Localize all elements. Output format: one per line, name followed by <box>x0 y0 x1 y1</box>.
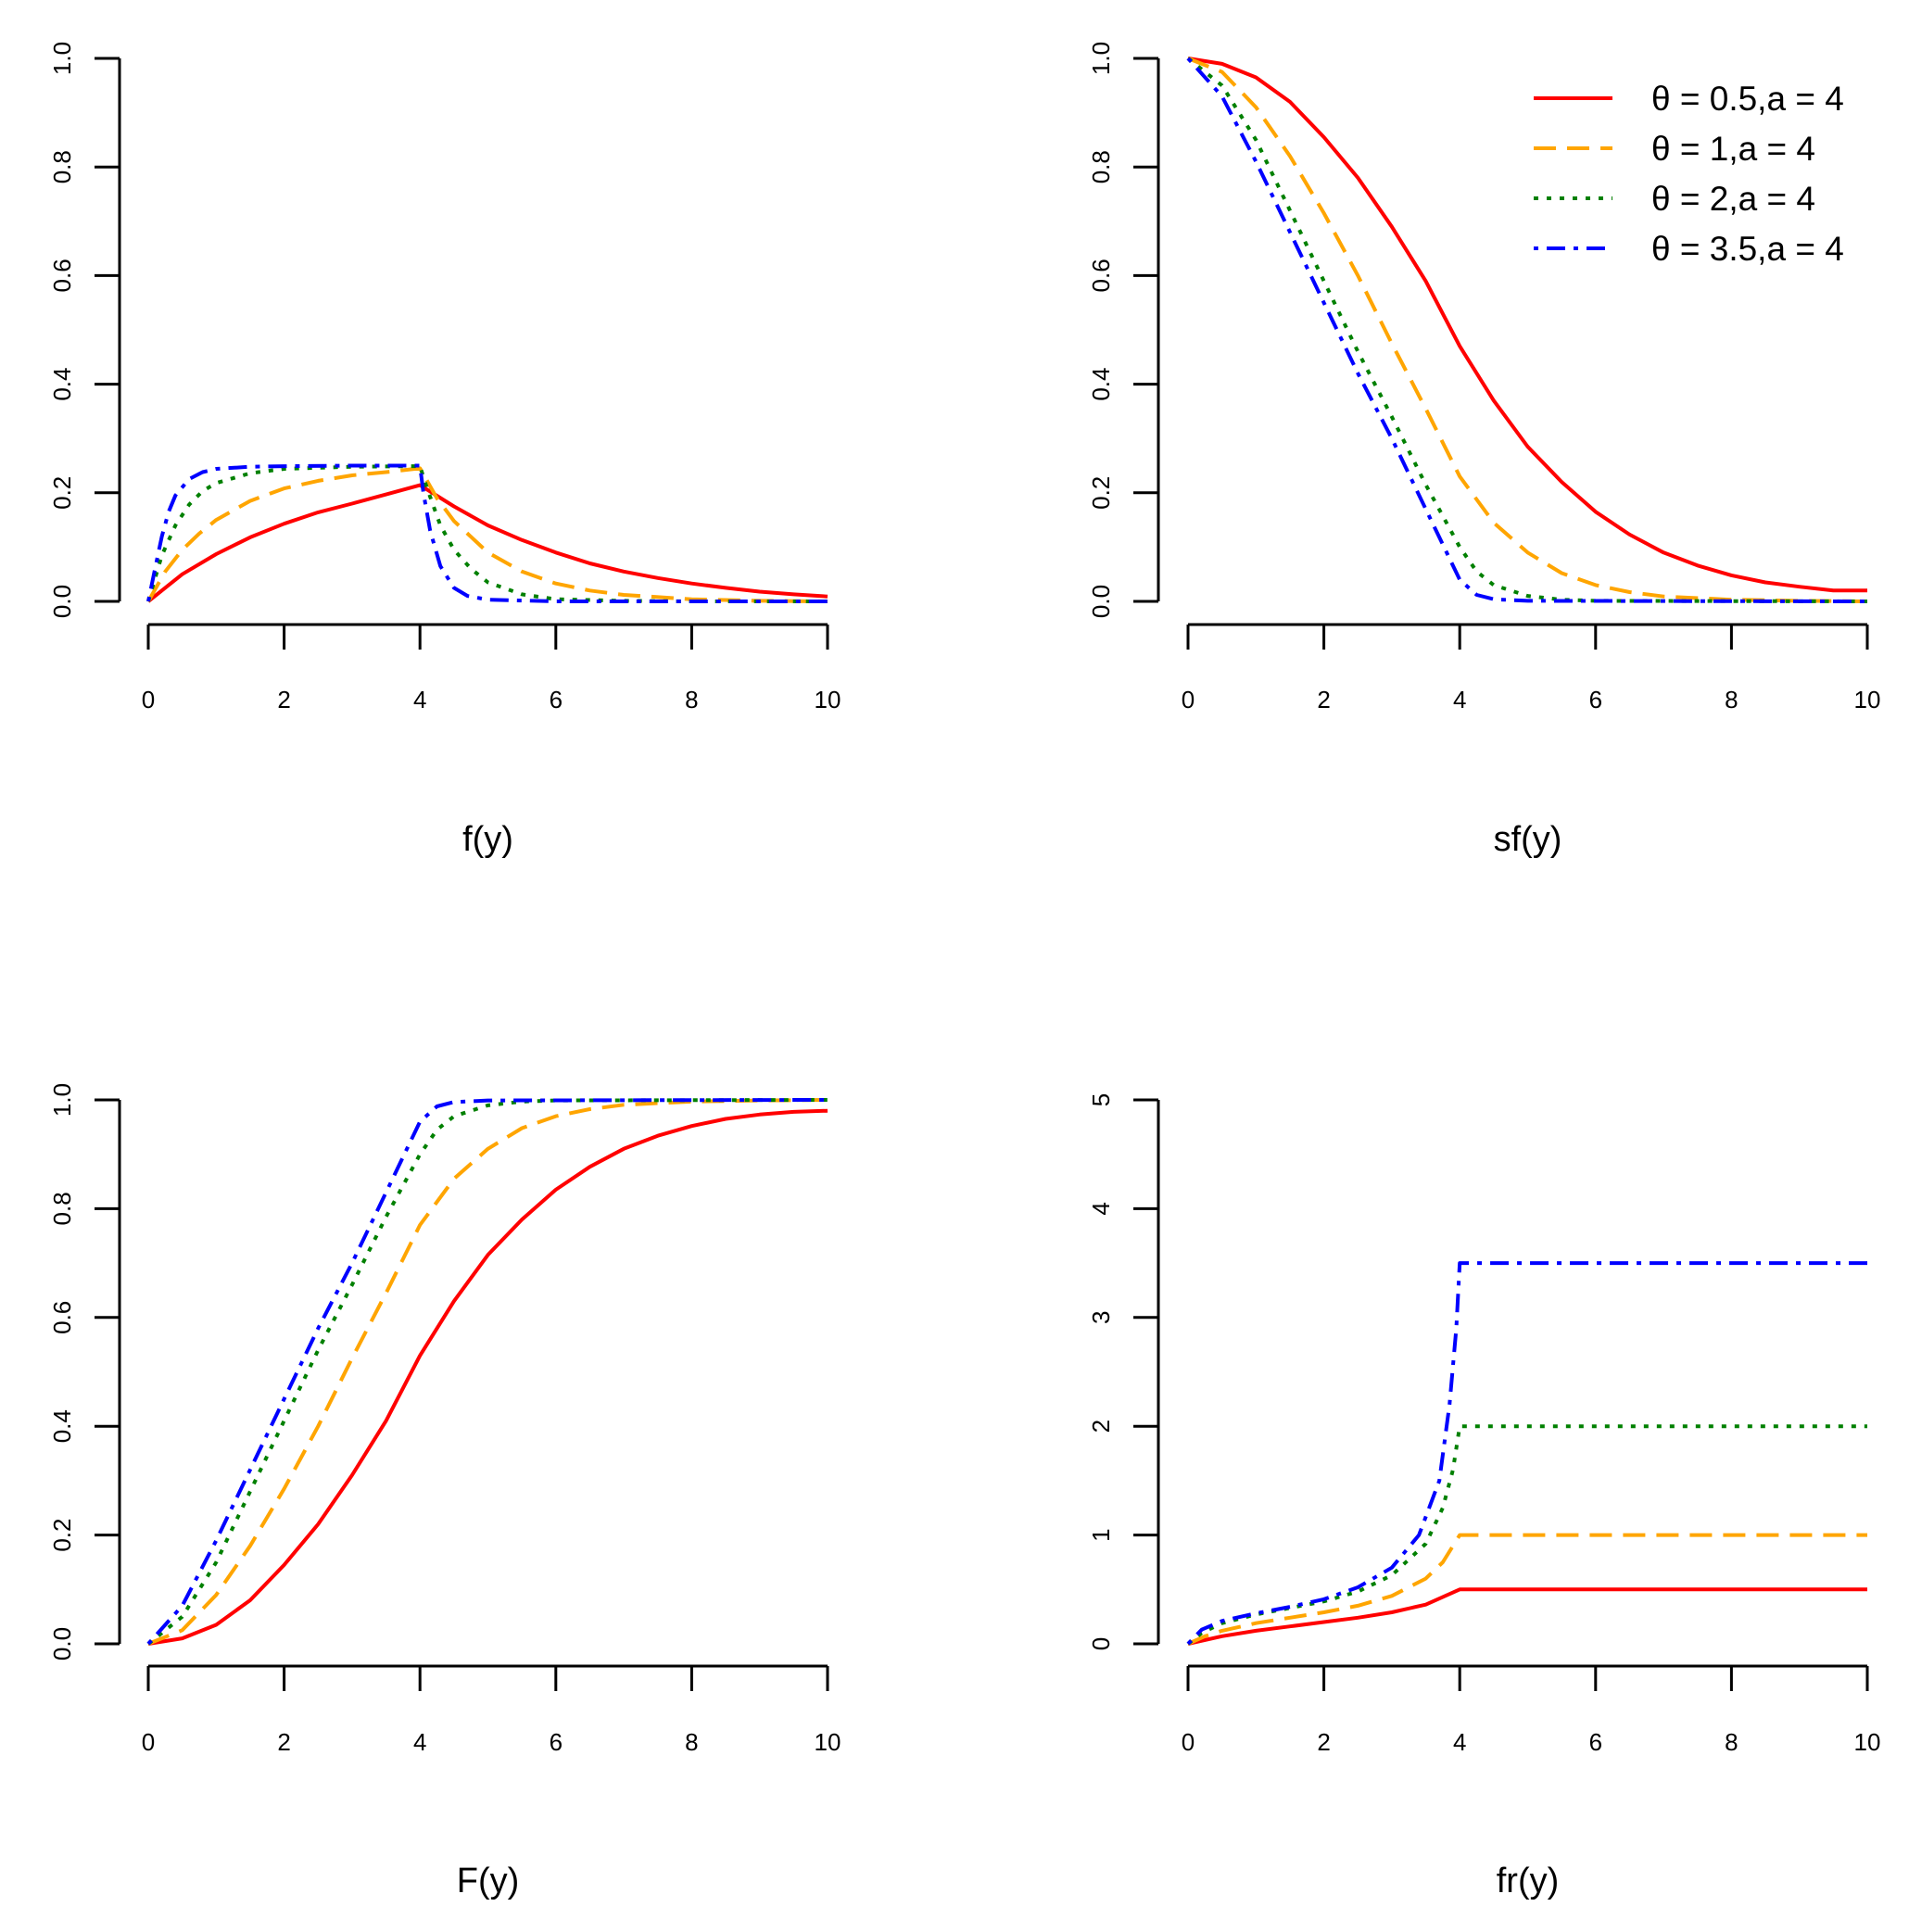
x-tick-label: 6 <box>550 1728 563 1756</box>
y-tick-label: 0.4 <box>48 368 76 401</box>
y-tick-label: 0.0 <box>48 1627 76 1661</box>
x-tick-label: 4 <box>1453 686 1466 713</box>
x-axis-title: sf(y) <box>1494 820 1562 859</box>
y-tick-label: 5 <box>1087 1093 1115 1106</box>
x-tick-label: 0 <box>142 1728 155 1756</box>
series-line-3 <box>1186 1424 1867 1646</box>
y-tick-label: 1 <box>1087 1528 1115 1541</box>
x-tick-label: 2 <box>1317 1728 1330 1756</box>
x-tick-label: 10 <box>1854 1728 1881 1756</box>
y-tick-label: 0.8 <box>48 1192 76 1225</box>
series-line-4 <box>146 1098 828 1646</box>
y-tick-label: 0.0 <box>1087 585 1115 618</box>
x-tick-label: 4 <box>413 1728 426 1756</box>
y-tick-label: 0 <box>1087 1637 1115 1650</box>
x-axis-title: fr(y) <box>1497 1862 1560 1900</box>
x-tick-label: 6 <box>1589 686 1602 713</box>
y-tick-label: 0.8 <box>48 150 76 183</box>
x-tick-label: 8 <box>685 686 698 713</box>
y-tick-label: 0.4 <box>1087 368 1115 401</box>
series-line-4 <box>1186 1261 1867 1646</box>
y-tick-label: 0.0 <box>48 585 76 618</box>
y-tick-label: 0.4 <box>48 1409 76 1443</box>
chart-panel-2: 0 2 4 6 8 10 0.0 0.2 0.4 0.6 0.8 1.0 sf(y) <box>1087 42 1880 859</box>
x-tick-label: 0 <box>1182 1728 1195 1756</box>
x-tick-label: 10 <box>1854 686 1881 713</box>
series-line-3 <box>146 464 828 603</box>
y-tick-label: 0.6 <box>48 1301 76 1334</box>
y-tick-label: 1.0 <box>1087 42 1115 75</box>
series-line-3 <box>146 1098 828 1646</box>
legend-label-1: θ = 0.5,a = 4 <box>1651 80 1844 118</box>
legend-label-4: θ = 3.5,a = 4 <box>1651 230 1844 268</box>
legend-label-3: θ = 2,a = 4 <box>1651 180 1815 218</box>
chart-panel-4: 0 2 4 6 8 10 0 1 2 3 4 5 fr(y) <box>1087 1093 1880 1900</box>
x-tick-label: 0 <box>142 686 155 713</box>
y-tick-label: 0.2 <box>48 476 76 510</box>
x-tick-label: 10 <box>815 1728 841 1756</box>
y-tick-label: 0.6 <box>1087 259 1115 292</box>
chart-panel-1: 0 2 4 6 8 10 0.0 0.2 0.4 0.6 0.8 1.0 f(y) <box>48 42 841 859</box>
series-line-1 <box>146 483 828 603</box>
x-tick-label: 8 <box>685 1728 698 1756</box>
y-tick-label: 4 <box>1087 1202 1115 1215</box>
series-line-4 <box>146 463 828 603</box>
x-axis-title: F(y) <box>457 1862 520 1900</box>
y-tick-label: 1.0 <box>48 42 76 75</box>
x-tick-label: 6 <box>1589 1728 1602 1756</box>
y-tick-label: 3 <box>1087 1311 1115 1324</box>
series-line-2 <box>147 1098 828 1646</box>
y-tick-label: 0.2 <box>1087 476 1115 510</box>
x-tick-label: 10 <box>815 686 841 713</box>
x-axis-title: f(y) <box>462 820 513 859</box>
x-tick-label: 4 <box>1453 1728 1466 1756</box>
series-line-2 <box>146 466 828 603</box>
series-line-2 <box>1187 1533 1867 1646</box>
legend-label-2: θ = 1,a = 4 <box>1651 130 1815 168</box>
y-tick-label: 0.6 <box>48 259 76 292</box>
x-tick-label: 2 <box>1317 686 1330 713</box>
y-tick-label: 2 <box>1087 1420 1115 1433</box>
y-tick-label: 1.0 <box>48 1083 76 1117</box>
x-tick-label: 2 <box>277 1728 290 1756</box>
series-line-2 <box>1187 57 1868 603</box>
series-line-1 <box>1187 57 1867 593</box>
y-tick-label: 0.2 <box>48 1519 76 1552</box>
chart-panel-3: 0 2 4 6 8 10 0.0 0.2 0.4 0.6 0.8 1.0 F(y) <box>48 1083 841 1900</box>
series-line-1 <box>1187 1587 1867 1646</box>
x-tick-label: 2 <box>277 686 290 713</box>
x-tick-label: 6 <box>550 686 563 713</box>
y-tick-label: 0.8 <box>1087 150 1115 183</box>
series-line-1 <box>147 1108 828 1646</box>
x-tick-label: 0 <box>1182 686 1195 713</box>
x-tick-label: 4 <box>413 686 426 713</box>
x-tick-label: 8 <box>1725 686 1738 713</box>
x-tick-label: 8 <box>1725 1728 1738 1756</box>
legend: θ = 0.5,a = 4 θ = 1,a = 4 θ = 2,a = 4 θ = 3… <box>1534 80 1844 268</box>
series-line-3 <box>1186 57 1868 603</box>
